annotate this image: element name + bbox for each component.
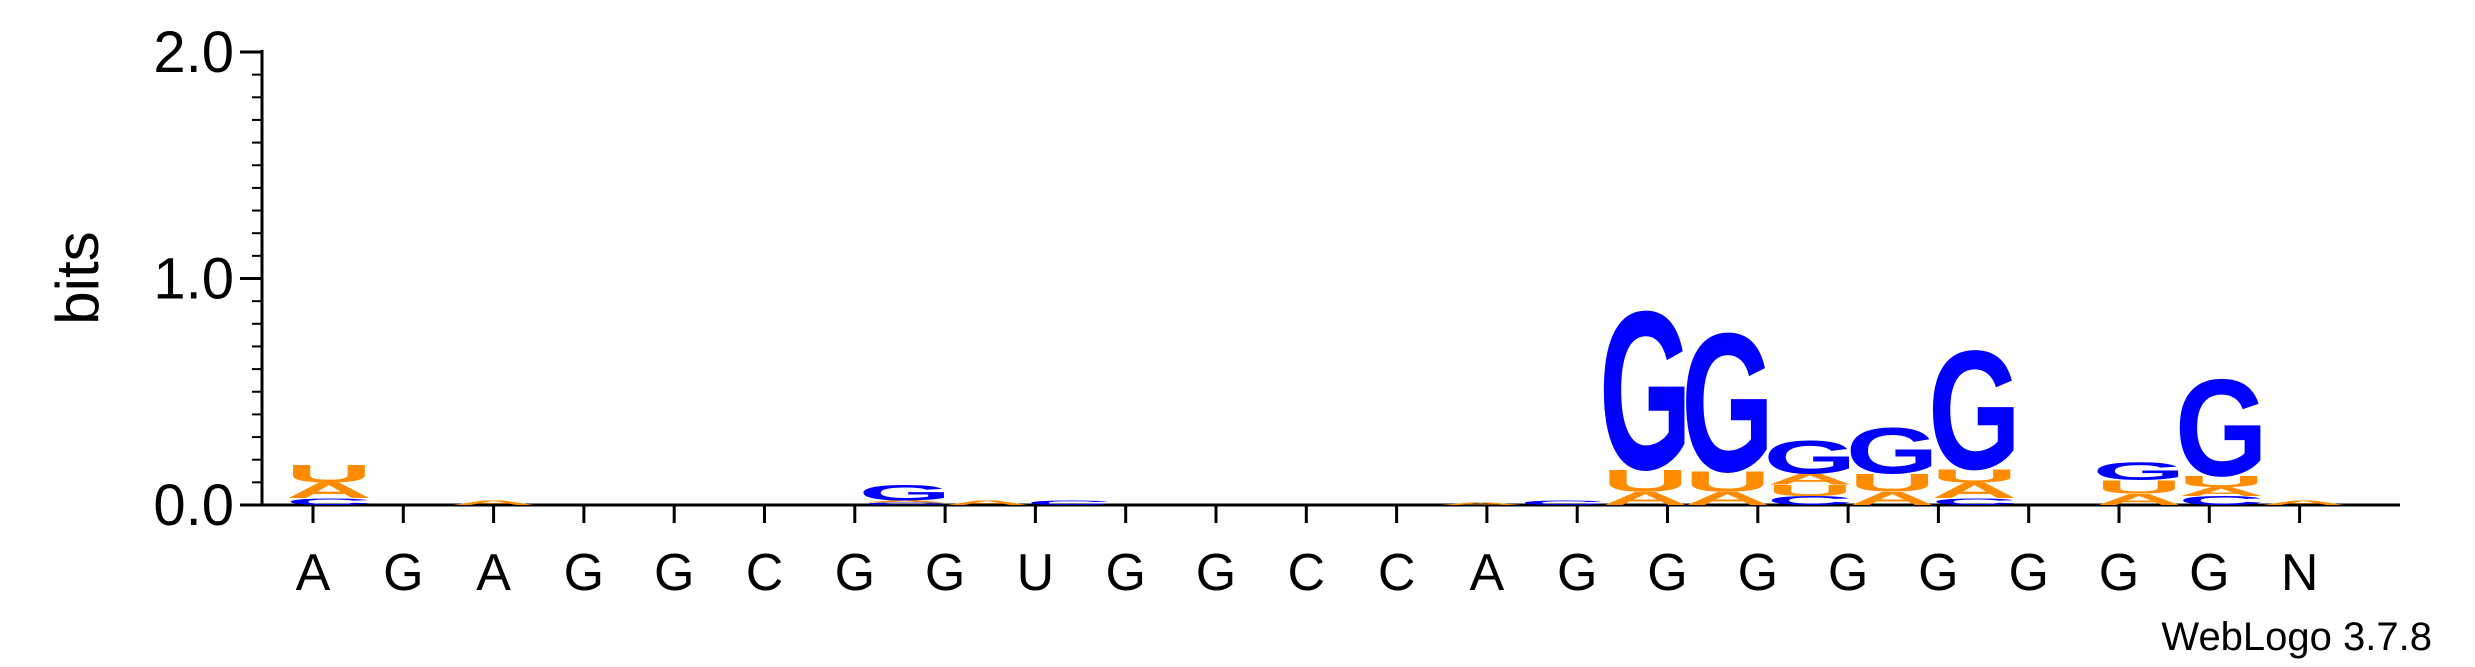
logo-letter-c: C — [862, 502, 948, 505]
x-tick-label: G — [1738, 544, 1778, 602]
x-tick-label: G — [925, 544, 965, 602]
x-tick-label: G — [1918, 544, 1958, 602]
y-axis-label: bits — [44, 231, 111, 324]
logo-letter-g: G — [1681, 292, 1774, 514]
logo-letter-c: C — [1520, 499, 1606, 506]
x-tick-label: C — [1378, 544, 1416, 602]
x-tick-label: G — [2099, 544, 2139, 602]
y-tick-label: 0.0 — [153, 473, 234, 538]
logo-letter-a: A — [1931, 478, 2017, 503]
logo-letter-a: A — [862, 500, 948, 503]
logo-letter-u: U — [2096, 477, 2182, 498]
y-tick-label: 1.0 — [153, 247, 234, 312]
logo-letter-c: C — [1931, 496, 2017, 507]
logo-letter-a: A — [286, 478, 372, 503]
x-tick-label: G — [2189, 544, 2229, 602]
logo-letter-g: G — [1928, 316, 2021, 506]
x-tick-label: G — [1105, 544, 1145, 602]
x-tick-label: U — [1017, 544, 1055, 602]
x-tick-label: A — [296, 544, 331, 602]
logo-letter-a: A — [2260, 499, 2346, 506]
logo-letter-u: U — [1767, 482, 1853, 500]
logo-letter-a: A — [1685, 488, 1771, 509]
logo-letter-a: A — [1438, 502, 1524, 505]
logo-letter-u: U — [2178, 473, 2264, 491]
logo-letter-a: A — [944, 499, 1030, 506]
logo-letter-u: U — [1849, 469, 1935, 497]
x-tick-label: G — [1196, 544, 1236, 602]
x-tick-label: G — [1828, 544, 1868, 602]
logo-letter-u: U — [1685, 466, 1771, 498]
x-tick-label: N — [2281, 544, 2319, 602]
x-tick-label: A — [1470, 544, 1505, 602]
logo-letter-u: U — [1931, 466, 2017, 487]
x-tick-label: G — [835, 544, 875, 602]
logo-letter-a: A — [2096, 491, 2182, 509]
logo-letter-a: A — [450, 499, 536, 506]
x-tick-label: G — [564, 544, 604, 602]
logo-letter-a: A — [1602, 488, 1688, 509]
logo-letter-g: G — [2093, 458, 2186, 486]
logo-letter-g: G — [1599, 265, 1692, 518]
credit-text: WebLogo 3.7.8 — [2161, 615, 2432, 659]
logo-letter-c: C — [2178, 494, 2264, 508]
logo-letter-a: A — [1767, 471, 1853, 489]
logo-letter-c: C — [286, 496, 372, 507]
x-tick-label: G — [2008, 544, 2048, 602]
y-ticks: 0.0 1.0 2.0 — [153, 20, 262, 538]
logo-letter-a: A — [2178, 485, 2264, 499]
logo-letter-a: A — [1849, 488, 1935, 509]
logo-letter-g: G — [858, 481, 951, 506]
logo-letter-c: C — [1026, 499, 1112, 506]
logo-letter-c: C — [1767, 494, 1853, 508]
x-tick-label: G — [1647, 544, 1687, 602]
logo-letter-g: G — [1846, 414, 1939, 487]
x-tick-label: G — [383, 544, 423, 602]
x-tick-label: C — [1288, 544, 1326, 602]
x-tick-label: G — [654, 544, 694, 602]
x-tick-label: A — [476, 544, 511, 602]
logo-letter-g: G — [2175, 351, 2268, 505]
x-tick-label: C — [746, 544, 784, 602]
logo-letter-g: G — [1764, 431, 1857, 483]
x-tick-label: G — [1557, 544, 1597, 602]
logo-letter-u: U — [1602, 463, 1688, 498]
logo-letter-u: U — [286, 460, 372, 488]
y-tick-label: 2.0 — [153, 20, 234, 85]
